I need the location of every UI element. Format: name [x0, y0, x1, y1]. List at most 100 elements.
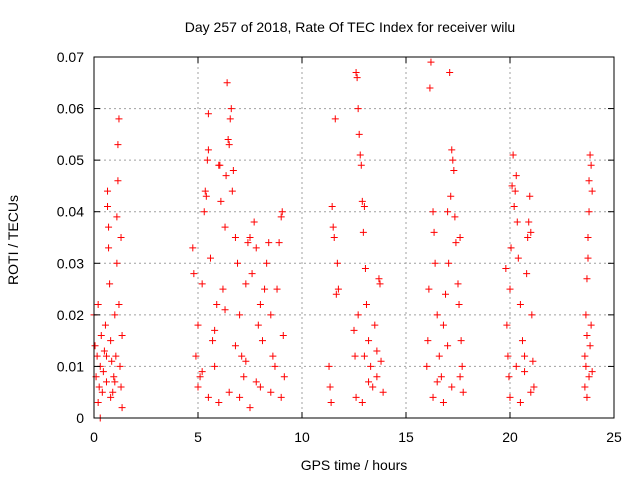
data-point	[529, 357, 537, 365]
data-point	[328, 203, 336, 211]
data-point	[527, 228, 535, 236]
data-point	[97, 331, 105, 339]
data-point	[587, 321, 595, 329]
data-point	[231, 342, 239, 350]
data-point	[513, 218, 521, 226]
y-tick-label: 0	[76, 410, 84, 426]
data-point	[510, 203, 518, 211]
data-point	[356, 151, 364, 159]
data-point	[107, 337, 115, 345]
data-point	[118, 404, 126, 412]
data-point	[269, 352, 277, 360]
data-point	[206, 254, 214, 262]
data-point	[216, 161, 224, 169]
data-point	[530, 383, 538, 391]
data-point	[583, 275, 591, 283]
data-point	[114, 141, 122, 149]
data-point	[256, 383, 264, 391]
data-point	[583, 331, 591, 339]
data-point	[358, 399, 366, 407]
data-point	[354, 311, 362, 319]
data-point	[359, 228, 367, 236]
x-tick-label: 25	[606, 429, 622, 445]
data-point	[194, 321, 202, 329]
data-point	[246, 404, 254, 412]
data-point	[527, 388, 535, 396]
data-point	[198, 280, 206, 288]
data-point	[252, 378, 260, 386]
data-point	[215, 399, 223, 407]
data-point	[512, 172, 520, 180]
data-point	[525, 218, 533, 226]
data-point	[582, 311, 590, 319]
data-point	[506, 393, 514, 401]
data-point	[442, 290, 450, 298]
data-point	[229, 166, 237, 174]
x-tick-label: 0	[90, 429, 98, 445]
data-point	[189, 244, 197, 252]
data-point	[511, 187, 519, 195]
data-point	[354, 105, 362, 113]
data-point	[433, 378, 441, 386]
data-point	[330, 234, 338, 241]
data-point	[280, 373, 288, 381]
data-point	[222, 172, 230, 180]
data-point	[329, 223, 337, 231]
data-point	[508, 182, 516, 190]
data-point	[514, 254, 522, 262]
data-point	[524, 234, 532, 241]
x-tick-label: 20	[502, 429, 518, 445]
data-point	[113, 213, 121, 221]
data-point	[505, 373, 513, 381]
data-point	[242, 357, 250, 365]
data-point	[456, 373, 464, 381]
data-point	[376, 280, 384, 288]
data-point	[451, 213, 459, 221]
data-point	[111, 311, 119, 319]
data-point	[95, 383, 103, 391]
data-point	[362, 301, 370, 309]
data-point	[507, 244, 515, 252]
data-point	[452, 239, 460, 247]
data-point	[204, 393, 212, 401]
data-point	[516, 399, 524, 407]
data-point	[437, 373, 445, 381]
data-point	[439, 399, 447, 407]
data-point	[202, 192, 210, 200]
data-point	[586, 342, 594, 350]
data-point	[196, 373, 204, 381]
data-point	[244, 239, 252, 247]
data-point	[444, 208, 452, 216]
data-point	[238, 352, 246, 360]
data-point	[583, 393, 591, 401]
data-point	[211, 362, 219, 370]
data-point	[236, 311, 244, 319]
data-point	[221, 306, 229, 314]
data-point	[104, 203, 112, 211]
data-point	[115, 115, 123, 123]
data-point	[357, 161, 365, 169]
data-point	[427, 58, 435, 66]
data-point	[585, 177, 593, 185]
data-point	[588, 368, 596, 376]
data-point	[355, 130, 363, 138]
data-point	[365, 378, 373, 386]
data-point	[518, 337, 526, 345]
data-point	[367, 362, 375, 370]
data-point	[456, 234, 464, 241]
data-point	[431, 259, 439, 267]
data-point	[105, 244, 113, 252]
data-point	[252, 244, 260, 252]
data-point	[585, 208, 593, 216]
data-point	[263, 259, 271, 267]
y-tick-label: 0.02	[57, 307, 84, 323]
data-point	[360, 203, 368, 211]
data-point	[502, 264, 510, 272]
y-tick-label: 0.07	[57, 49, 84, 65]
data-point	[447, 192, 455, 200]
data-point	[358, 197, 366, 205]
data-point	[352, 68, 360, 76]
data-point	[277, 393, 285, 401]
data-point	[242, 280, 250, 288]
